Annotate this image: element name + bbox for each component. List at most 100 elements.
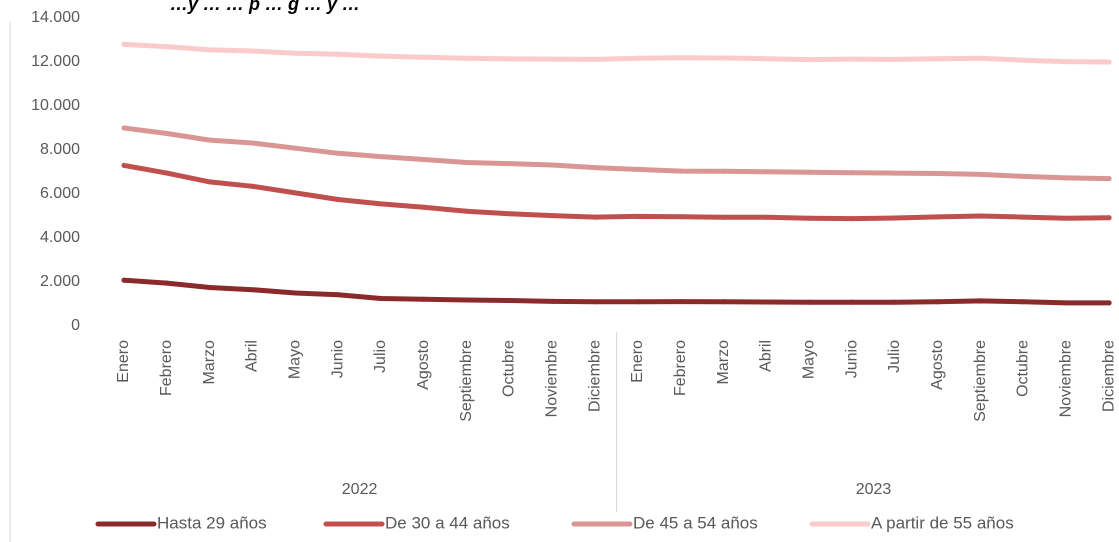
data-point [892,170,898,176]
x-tick-label: Marzo [201,340,218,385]
data-point [935,299,941,305]
y-tick-label: 6.000 [40,185,80,202]
data-point [892,56,898,62]
data-point [164,170,170,176]
y-tick-label: 10.000 [31,97,80,114]
series-line [121,41,1112,65]
data-point [464,55,470,61]
data-point [378,201,384,207]
data-point [335,292,341,298]
data-point [1106,176,1112,182]
data-point [1020,57,1026,63]
data-point [635,299,641,305]
data-point [207,285,213,290]
data-point [292,190,298,196]
x-group-label: 2022 [342,481,378,498]
data-point [250,287,255,293]
data-point [378,53,384,59]
x-axis: Enero Febrero Marzo Abril Mayo Junio Julio Agos… [115,340,1117,422]
data-point [207,137,213,143]
data-point [592,299,598,305]
data-point [978,55,984,61]
series-line [121,277,1112,306]
data-point [421,204,427,210]
data-point [549,298,555,304]
data-point [421,157,427,162]
x-tick-label: Septiembre [972,340,989,422]
data-point [549,213,555,219]
data-point [978,213,984,219]
x-tick-label: Abril [244,340,261,372]
legend-label: A partir de 55 años [871,513,1014,532]
data-point [292,290,298,296]
y-tick-label: 12.000 [31,53,80,70]
data-point [507,161,512,167]
x-tick-label: Agosto [929,340,946,390]
data-point [806,215,812,221]
x-tick-label: Mayo [287,340,304,379]
x-tick-label: Octubre [501,340,518,397]
data-point [421,296,427,302]
data-point [935,171,941,176]
data-point [1020,173,1026,179]
data-point [721,214,727,220]
data-point [464,160,470,165]
x-tick-label: Febrero [672,340,689,396]
data-point [335,197,341,202]
chart-title: …y … … p … g … y … [170,0,360,14]
data-point [464,297,470,303]
y-tick-label: 4.000 [40,229,80,246]
data-point [721,299,727,305]
data-point [1020,299,1026,305]
data-point [935,56,941,62]
data-point [635,166,641,172]
data-point [421,54,427,60]
data-point [678,214,684,220]
data-point [635,213,641,219]
series-line [121,125,1112,182]
data-point [806,57,812,63]
data-point [935,214,941,220]
x-tick-label: Febrero [158,340,175,396]
data-point [1020,214,1026,220]
x-tick-label: Junio [329,340,346,378]
data-point [507,298,512,303]
data-point [763,169,769,175]
x-tick-label: Septiembre [458,340,475,422]
data-point [635,55,641,61]
x-tick-label: Noviembre [544,340,561,417]
data-point [849,216,855,222]
data-point [849,170,855,176]
x-tick-label: Abril [758,340,775,372]
data-point [1106,215,1112,221]
data-point [335,150,341,156]
data-point [549,162,555,168]
data-point [378,296,384,301]
data-point [164,44,170,50]
x-tick-label: Julio [886,340,903,373]
data-point [763,299,769,305]
x-tick-label: Agosto [415,340,432,390]
data-point [164,131,170,136]
data-point [592,165,598,171]
data-point [849,299,855,305]
data-point [250,183,255,189]
x-axis-groups: 2022 2023 [342,332,891,512]
data-point [292,145,298,151]
data-point [207,47,213,53]
plot-area [121,41,1112,306]
data-point [978,298,984,304]
x-tick-label: Octubre [1015,340,1032,397]
y-tick-label: 14.000 [31,9,80,26]
data-point [464,208,470,214]
data-point [1106,300,1112,306]
legend: Hasta 29 años De 30 a 44 años De 45 a 54 a… [95,513,1014,532]
x-tick-label: Enero [115,340,132,383]
x-tick-label: Noviembre [1058,340,1075,417]
data-point [378,154,384,160]
data-point [849,56,855,62]
legend-label: Hasta 29 años [157,513,267,532]
data-point [121,162,127,168]
data-point [250,140,255,146]
data-point [678,299,684,305]
